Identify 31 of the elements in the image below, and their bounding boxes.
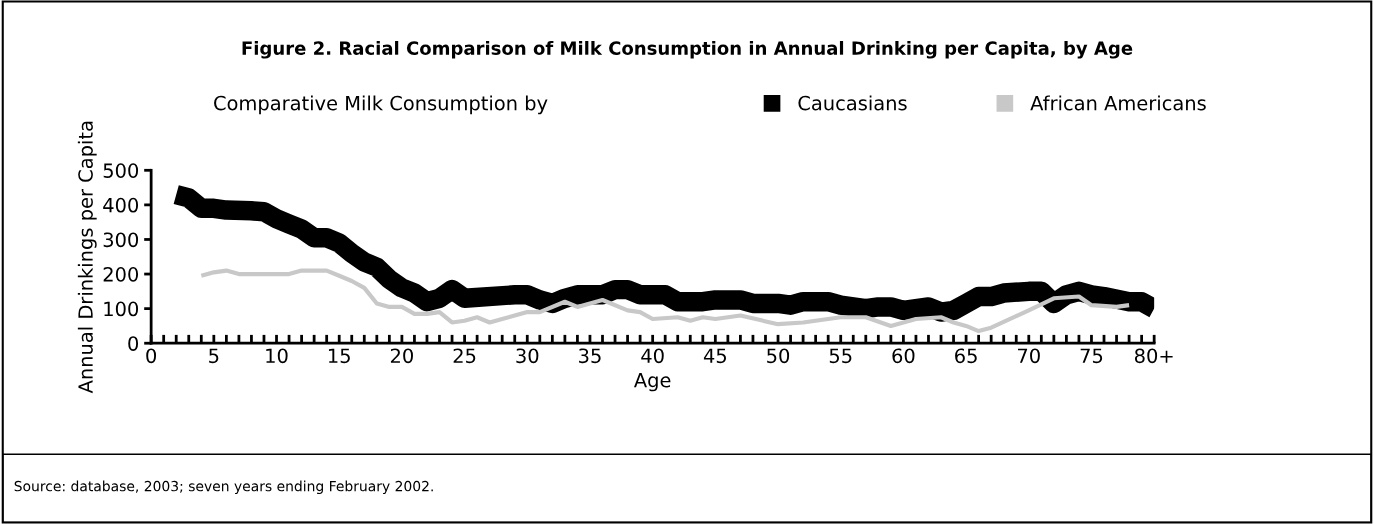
x-tick-label: 50: [767, 348, 790, 364]
x-tick-label: 30: [516, 348, 539, 364]
legend-title: Comparative Milk Consumption by: [214, 95, 548, 115]
x-tick-label: 20: [390, 348, 413, 364]
x-tick-label: 15: [328, 348, 350, 364]
y-axis-title: Annual Drinkings per Capita: [77, 121, 97, 394]
x-tick-label: 45: [703, 348, 727, 364]
x-tick-label: 10: [266, 348, 288, 364]
x-tick-label: 5: [209, 348, 219, 364]
x-tick-label: 60: [892, 348, 915, 364]
y-tick-label: 100: [104, 301, 139, 317]
x-tick-label: 80+: [1134, 348, 1173, 364]
x-axis-title: Age: [634, 373, 671, 392]
x-tick-label: 75: [1080, 348, 1103, 364]
y-tick-label: 400: [103, 197, 139, 213]
x-tick-label: 70: [1018, 348, 1040, 364]
legend-label: Caucasians: [798, 95, 907, 111]
chart-title: Figure 2. Racial Comparison of Milk Consumption in Annual Drinking per Capita, by Age: [242, 40, 1133, 59]
x-tick-label: 25: [453, 348, 476, 364]
source-note: Source: database, 2003; seven years ending February 2002.: [14, 480, 433, 495]
x-tick-label: 40: [641, 348, 664, 364]
y-tick-label: 500: [103, 163, 139, 178]
y-tick-label: 300: [103, 232, 139, 248]
line-series: [199, 268, 1132, 334]
legend-label: African Americans: [1030, 95, 1206, 111]
y-tick-label: 200: [103, 267, 139, 282]
x-tick-label: 0: [146, 348, 157, 364]
y-tick-label: 0: [128, 336, 139, 351]
x-tick-label: 35: [579, 348, 601, 364]
x-tick-label: 55: [829, 348, 852, 364]
x-tick-label: 65: [955, 348, 977, 364]
